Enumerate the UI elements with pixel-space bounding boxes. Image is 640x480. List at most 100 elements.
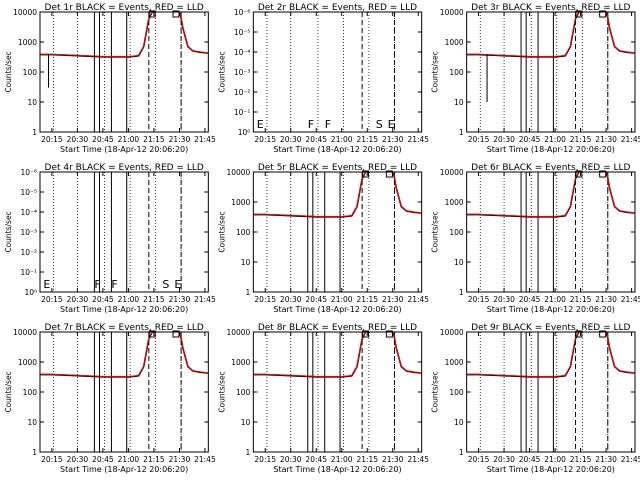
x-axis-label: Start Time (18-Apr-12 20:06:20) bbox=[487, 305, 615, 314]
chart-panel-9: Det 9r BLACK = Events, RED = LLD 1 10 100 10… bbox=[431, 323, 640, 474]
y-tick-label: 1 bbox=[459, 288, 464, 297]
y-tick-label: 100 bbox=[449, 68, 464, 77]
y-tick-label: 10000 bbox=[440, 8, 464, 17]
flag-letter: F bbox=[308, 118, 314, 131]
y-tick-label: 10000 bbox=[13, 8, 37, 17]
y-tick-label: 10⁰ bbox=[238, 128, 251, 137]
x-tick-label: 21:00 bbox=[544, 295, 566, 304]
lld-series-line bbox=[253, 332, 422, 377]
x-tick-label: 20:30 bbox=[67, 295, 89, 304]
y-tick-label: 1 bbox=[459, 448, 464, 457]
panel-title: Det 4r BLACK = Events, RED = LLD bbox=[45, 163, 204, 173]
x-tick-label: 20:30 bbox=[280, 295, 302, 304]
x-tick-label: 21:15 bbox=[356, 455, 378, 464]
x-tick-label: 21:30 bbox=[382, 295, 404, 304]
y-tick-label: 10 bbox=[27, 98, 37, 107]
x-tick-label: 21:45 bbox=[621, 295, 640, 304]
x-tick-label: 20:15 bbox=[468, 455, 490, 464]
x-axis-label: Start Time (18-Apr-12 20:06:20) bbox=[60, 305, 188, 314]
y-tick-label: 10⁻² bbox=[20, 248, 37, 257]
x-tick-label: 20:30 bbox=[67, 455, 89, 464]
y-tick-label: 100 bbox=[236, 388, 251, 397]
y-tick-label: 100 bbox=[23, 388, 38, 397]
flag-letter: S bbox=[162, 278, 169, 291]
y-tick-label: 10000 bbox=[13, 328, 37, 337]
chart-panel-7: Det 7r BLACK = Events, RED = LLD 1 10 100 10… bbox=[4, 323, 216, 474]
y-axis-label: Counts/sec bbox=[217, 371, 226, 412]
x-tick-label: 20:30 bbox=[493, 135, 515, 144]
attenuator-box bbox=[148, 10, 156, 18]
y-tick-label: 1 bbox=[246, 448, 251, 457]
y-tick-label: 1 bbox=[459, 128, 464, 137]
events-series-line bbox=[40, 332, 209, 378]
lld-series-line bbox=[466, 172, 635, 217]
flag-letter: E bbox=[388, 118, 395, 131]
attenuator-box bbox=[575, 330, 583, 338]
x-tick-label: 20:30 bbox=[493, 455, 515, 464]
x-tick-label: 20:45 bbox=[519, 455, 541, 464]
attenuator-box bbox=[575, 10, 583, 18]
chart-panel-6: Det 6r BLACK = Events, RED = LLD 1 10 100 10… bbox=[431, 163, 640, 314]
x-tick-label: 21:15 bbox=[143, 455, 165, 464]
lld-series-line bbox=[466, 12, 635, 57]
chart-panel-5: Det 5r BLACK = Events, RED = LLD 1 10 100 10… bbox=[217, 163, 429, 314]
x-tick-label: 21:45 bbox=[194, 135, 216, 144]
events-series-line bbox=[253, 332, 422, 378]
x-tick-label: 21:45 bbox=[194, 295, 216, 304]
x-tick-label: 21:15 bbox=[356, 295, 378, 304]
x-tick-label: 20:45 bbox=[92, 135, 114, 144]
y-tick-label: 10⁻³ bbox=[20, 228, 37, 237]
y-tick-label: 10⁰ bbox=[24, 288, 37, 297]
x-tick-label: 20:45 bbox=[305, 295, 327, 304]
y-axis-label: Counts/sec bbox=[4, 211, 13, 252]
x-tick-label: 21:00 bbox=[118, 295, 140, 304]
y-tick-label: 1000 bbox=[231, 358, 250, 367]
x-tick-label: 21:30 bbox=[595, 135, 617, 144]
lld-series-line bbox=[253, 172, 422, 217]
panel-title: Det 1r BLACK = Events, RED = LLD bbox=[45, 3, 204, 13]
x-tick-label: 20:15 bbox=[41, 135, 63, 144]
events-series-line bbox=[466, 172, 635, 218]
x-tick-label: 21:15 bbox=[570, 295, 592, 304]
x-tick-label: 21:45 bbox=[407, 135, 429, 144]
y-axis-label: Counts/sec bbox=[4, 371, 13, 412]
panel-title: Det 3r BLACK = Events, RED = LLD bbox=[471, 3, 630, 13]
y-tick-label: 10⁻⁶ bbox=[234, 8, 251, 17]
x-axis-label: Start Time (18-Apr-12 20:06:20) bbox=[487, 145, 615, 154]
x-axis-label: Start Time (18-Apr-12 20:06:20) bbox=[273, 145, 401, 154]
y-tick-label: 10⁻⁴ bbox=[234, 48, 251, 57]
x-tick-label: 21:30 bbox=[382, 455, 404, 464]
x-tick-label: 20:30 bbox=[493, 295, 515, 304]
y-tick-label: 1000 bbox=[445, 38, 464, 47]
flag-letter: E bbox=[174, 278, 181, 291]
x-tick-label: 20:45 bbox=[305, 455, 327, 464]
x-tick-label: 20:30 bbox=[67, 135, 89, 144]
x-axis-label: Start Time (18-Apr-12 20:06:20) bbox=[60, 465, 188, 474]
y-axis-label: Counts/sec bbox=[4, 51, 13, 92]
y-tick-label: 1 bbox=[246, 288, 251, 297]
y-tick-label: 10⁻⁵ bbox=[234, 28, 251, 37]
lld-series-line bbox=[466, 332, 635, 377]
lld-series-line bbox=[40, 332, 209, 377]
x-tick-label: 21:00 bbox=[544, 455, 566, 464]
flag-letter: F bbox=[94, 278, 100, 291]
attenuator-box bbox=[599, 10, 607, 18]
x-tick-label: 21:15 bbox=[570, 135, 592, 144]
x-tick-label: 21:00 bbox=[331, 455, 353, 464]
y-tick-label: 1000 bbox=[445, 358, 464, 367]
y-tick-label: 10000 bbox=[226, 328, 250, 337]
x-tick-label: 21:30 bbox=[595, 295, 617, 304]
x-tick-label: 21:00 bbox=[118, 135, 140, 144]
x-tick-label: 20:30 bbox=[280, 455, 302, 464]
x-tick-label: 20:45 bbox=[92, 295, 114, 304]
x-tick-label: 21:45 bbox=[621, 455, 640, 464]
x-tick-label: 21:00 bbox=[331, 135, 353, 144]
panel-title: Det 2r BLACK = Events, RED = LLD bbox=[258, 3, 417, 13]
y-tick-label: 10000 bbox=[440, 328, 464, 337]
plot-frame bbox=[252, 11, 423, 133]
y-tick-label: 1000 bbox=[18, 358, 37, 367]
x-tick-label: 20:15 bbox=[468, 295, 490, 304]
flag-letter: F bbox=[111, 278, 117, 291]
panel-title: Det 5r BLACK = Events, RED = LLD bbox=[258, 163, 417, 173]
y-tick-label: 10⁻¹ bbox=[234, 108, 251, 117]
